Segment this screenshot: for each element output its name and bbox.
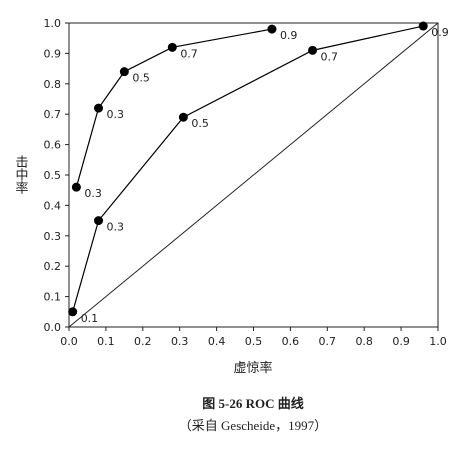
caption-title: 图 5-26 ROC 曲线 (202, 396, 303, 411)
diagonal (68, 22, 439, 328)
y-tick-label: 0.5 (44, 169, 62, 182)
roc-point (418, 21, 428, 31)
x-tick-label: 0.9 (392, 335, 410, 348)
roc-point (94, 103, 104, 113)
x-tick-label: 0.5 (245, 335, 263, 348)
point-label: 0.1 (81, 312, 99, 325)
caption-source: （采自 Gescheide，1997） (179, 418, 327, 433)
point-label: 0.5 (132, 72, 150, 85)
x-tick-label: 0.3 (171, 335, 189, 348)
roc-point (94, 216, 104, 226)
y-tick-label: 0.3 (44, 230, 62, 243)
x-tick-label: 0.2 (134, 335, 152, 348)
y-tick-label: 0.2 (44, 260, 62, 273)
point-label: 0.7 (180, 47, 198, 60)
x-tick-label: 1.0 (429, 335, 447, 348)
point-label: 0.5 (191, 117, 209, 130)
roc-point (119, 67, 129, 77)
y-tick-label: 0.0 (44, 321, 62, 334)
roc-point (308, 45, 318, 55)
x-tick-label: 0.1 (97, 335, 115, 348)
x-tick-label: 0.7 (319, 335, 337, 348)
y-tick-label: 0.8 (44, 78, 62, 91)
point-label: 0.9 (280, 29, 298, 42)
x-axis-label: 虚惊率 (233, 360, 272, 376)
point-label: 0.9 (431, 26, 449, 39)
roc-point (167, 42, 177, 52)
y-tick-label: 0.7 (44, 108, 62, 121)
point-label: 0.3 (107, 108, 125, 121)
y-tick-label: 1.0 (44, 17, 62, 30)
x-tick-label: 0.0 (60, 335, 78, 348)
y-tick-label: 0.9 (44, 47, 62, 60)
x-tick-label: 0.8 (355, 335, 373, 348)
roc-point (178, 112, 188, 122)
y-tick-label: 0.6 (44, 139, 62, 152)
roc-point (68, 307, 78, 317)
y-tick-label: 0.1 (44, 291, 62, 304)
roc-point (267, 24, 277, 34)
point-label: 0.3 (84, 187, 102, 200)
roc-point (71, 182, 81, 192)
y-tick-label: 0.4 (44, 199, 62, 212)
point-label: 0.7 (321, 50, 339, 63)
point-label: 0.3 (107, 221, 125, 234)
x-tick-label: 0.4 (208, 335, 226, 348)
x-tick-label: 0.6 (282, 335, 300, 348)
y-axis-label: 击中率 (13, 155, 29, 194)
